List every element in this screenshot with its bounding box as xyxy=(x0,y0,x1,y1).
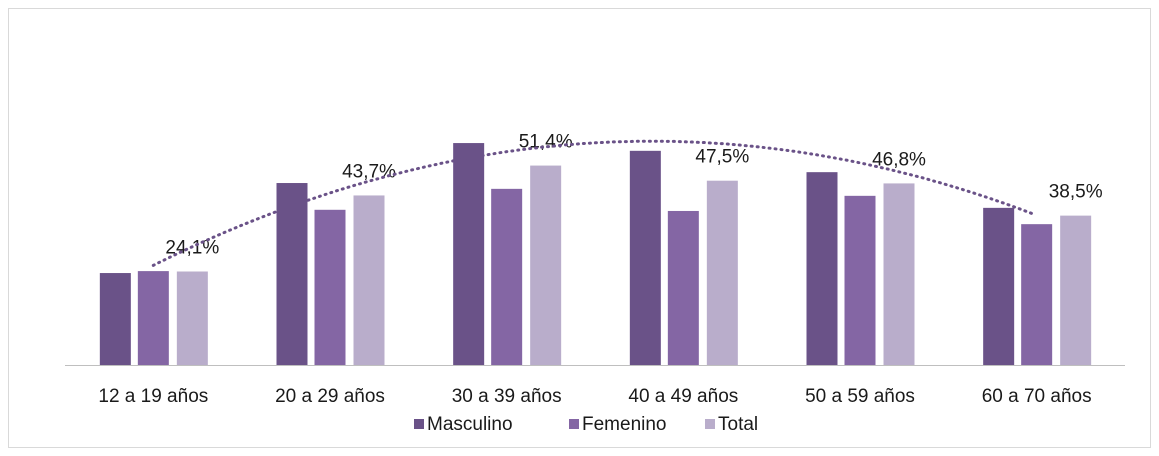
legend-label: Femenino xyxy=(582,414,667,435)
bar xyxy=(806,172,838,365)
bar xyxy=(137,271,169,365)
x-tick-label: 30 a 39 años xyxy=(452,386,562,407)
legend-swatch xyxy=(414,419,424,429)
chart-border xyxy=(8,8,1151,448)
x-tick-label: 20 a 29 años xyxy=(275,386,385,407)
data-label: 43,7% xyxy=(342,161,396,182)
legend-swatch xyxy=(569,419,579,429)
bar xyxy=(276,183,308,365)
bar xyxy=(1021,224,1053,365)
bar xyxy=(353,195,385,365)
data-label: 46,8% xyxy=(872,149,926,170)
bar xyxy=(883,183,915,365)
x-tick-label: 12 a 19 años xyxy=(98,386,208,407)
bar xyxy=(983,207,1015,365)
trend-line xyxy=(151,139,1035,267)
bar xyxy=(667,210,699,365)
bar xyxy=(1060,215,1092,365)
bar xyxy=(844,195,876,365)
data-label: 47,5% xyxy=(695,147,749,168)
bar xyxy=(530,165,562,365)
bar xyxy=(176,271,208,365)
x-tick-label: 60 a 70 años xyxy=(982,386,1092,407)
bar xyxy=(706,180,738,365)
bar xyxy=(314,209,346,365)
bar xyxy=(453,143,485,365)
data-label: 51,4% xyxy=(519,132,573,153)
bar xyxy=(99,273,131,365)
bar xyxy=(491,188,523,365)
x-tick-label: 50 a 59 años xyxy=(805,386,915,407)
legend-label: Total xyxy=(718,414,758,435)
x-tick-label: 40 a 49 años xyxy=(628,386,738,407)
legend-label: Masculino xyxy=(427,414,513,435)
bar xyxy=(629,150,661,365)
legend-swatch xyxy=(705,419,715,429)
data-label: 38,5% xyxy=(1049,182,1103,203)
